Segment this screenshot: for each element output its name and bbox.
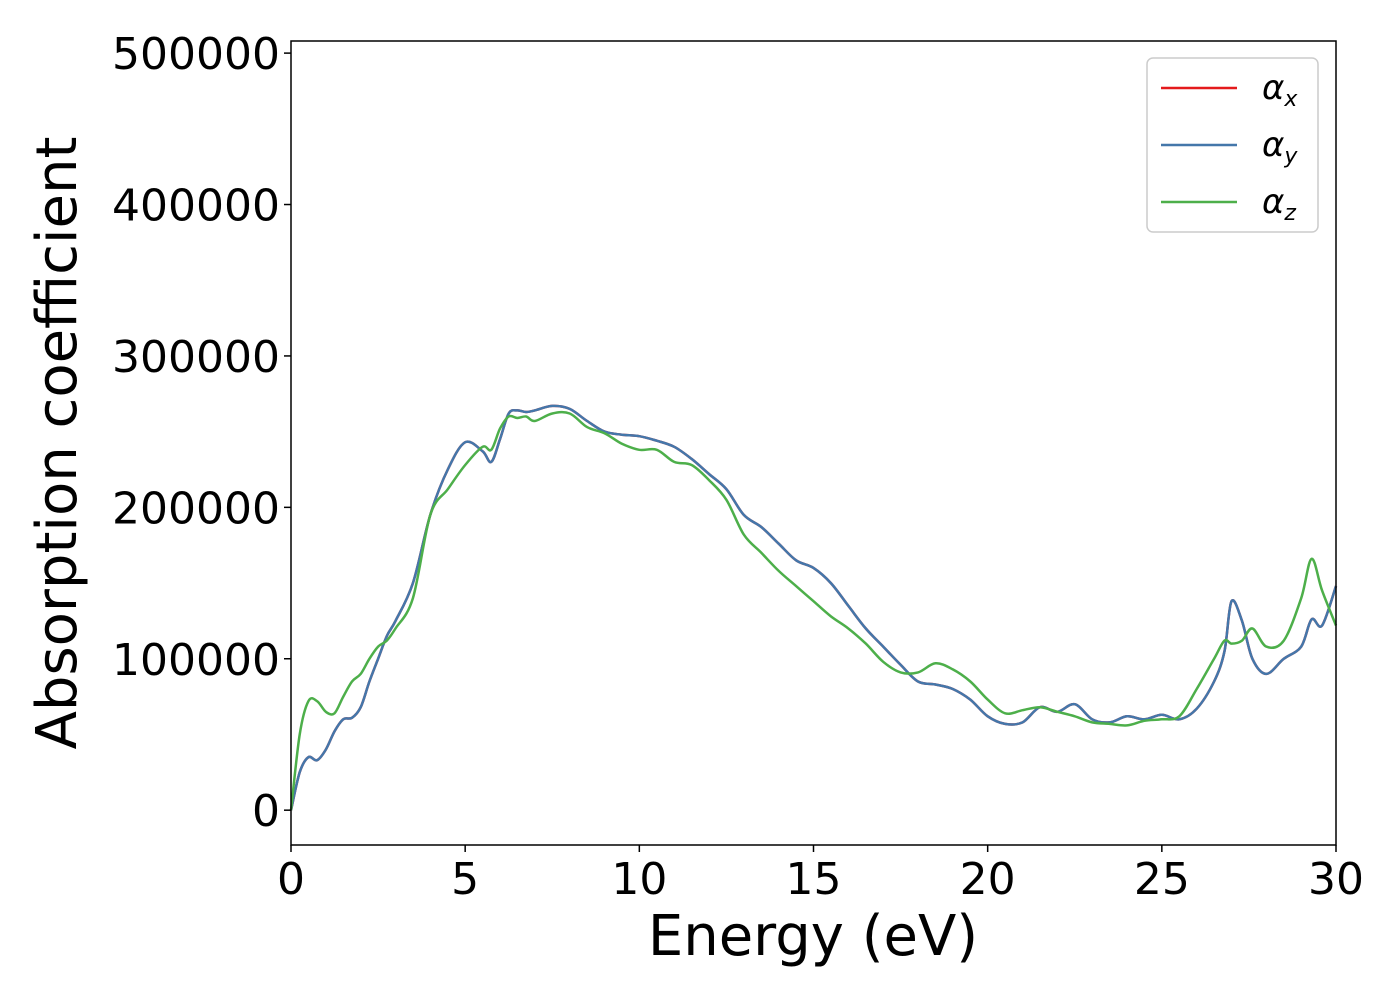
- series-line-alpha-z: [289, 410, 1338, 811]
- y-axis: 0 100000 200000 300000 400000 500000: [112, 29, 291, 837]
- x-tick-label: 10: [611, 854, 667, 905]
- series-layer: [289, 404, 1338, 811]
- legend-label-symbol: α: [1262, 182, 1284, 222]
- legend-label-subscript: z: [1283, 201, 1296, 226]
- x-tick-label: 20: [960, 854, 1016, 905]
- legend-label-alpha-z: αz: [1262, 182, 1296, 226]
- series-line-alpha-y: [289, 404, 1338, 811]
- x-tick-label: 5: [451, 854, 479, 905]
- x-axis: 0 5 10 15 20 25 30: [277, 845, 1364, 905]
- y-tick-label: 0: [252, 786, 280, 837]
- x-axis-title: Energy (eV): [648, 904, 978, 969]
- legend-label-alpha-y: αy: [1262, 125, 1298, 169]
- x-tick-label: 30: [1308, 854, 1364, 905]
- legend-label-alpha-x: αx: [1262, 68, 1298, 112]
- y-tick-label: 300000: [112, 332, 280, 383]
- y-tick-label: 400000: [112, 181, 280, 232]
- legend-label-subscript: y: [1283, 144, 1298, 169]
- y-axis-title: Absorption coefficient: [25, 137, 90, 750]
- x-tick-label: 25: [1134, 854, 1190, 905]
- x-tick-label: 0: [277, 854, 305, 905]
- y-tick-label: 200000: [112, 483, 280, 534]
- x-tick-label: 15: [786, 854, 842, 905]
- y-tick-label: 100000: [112, 635, 280, 686]
- legend-label-symbol: α: [1262, 125, 1284, 165]
- legend-label-symbol: α: [1262, 68, 1284, 108]
- y-tick-label: 500000: [112, 29, 280, 80]
- legend-label-subscript: x: [1283, 87, 1298, 112]
